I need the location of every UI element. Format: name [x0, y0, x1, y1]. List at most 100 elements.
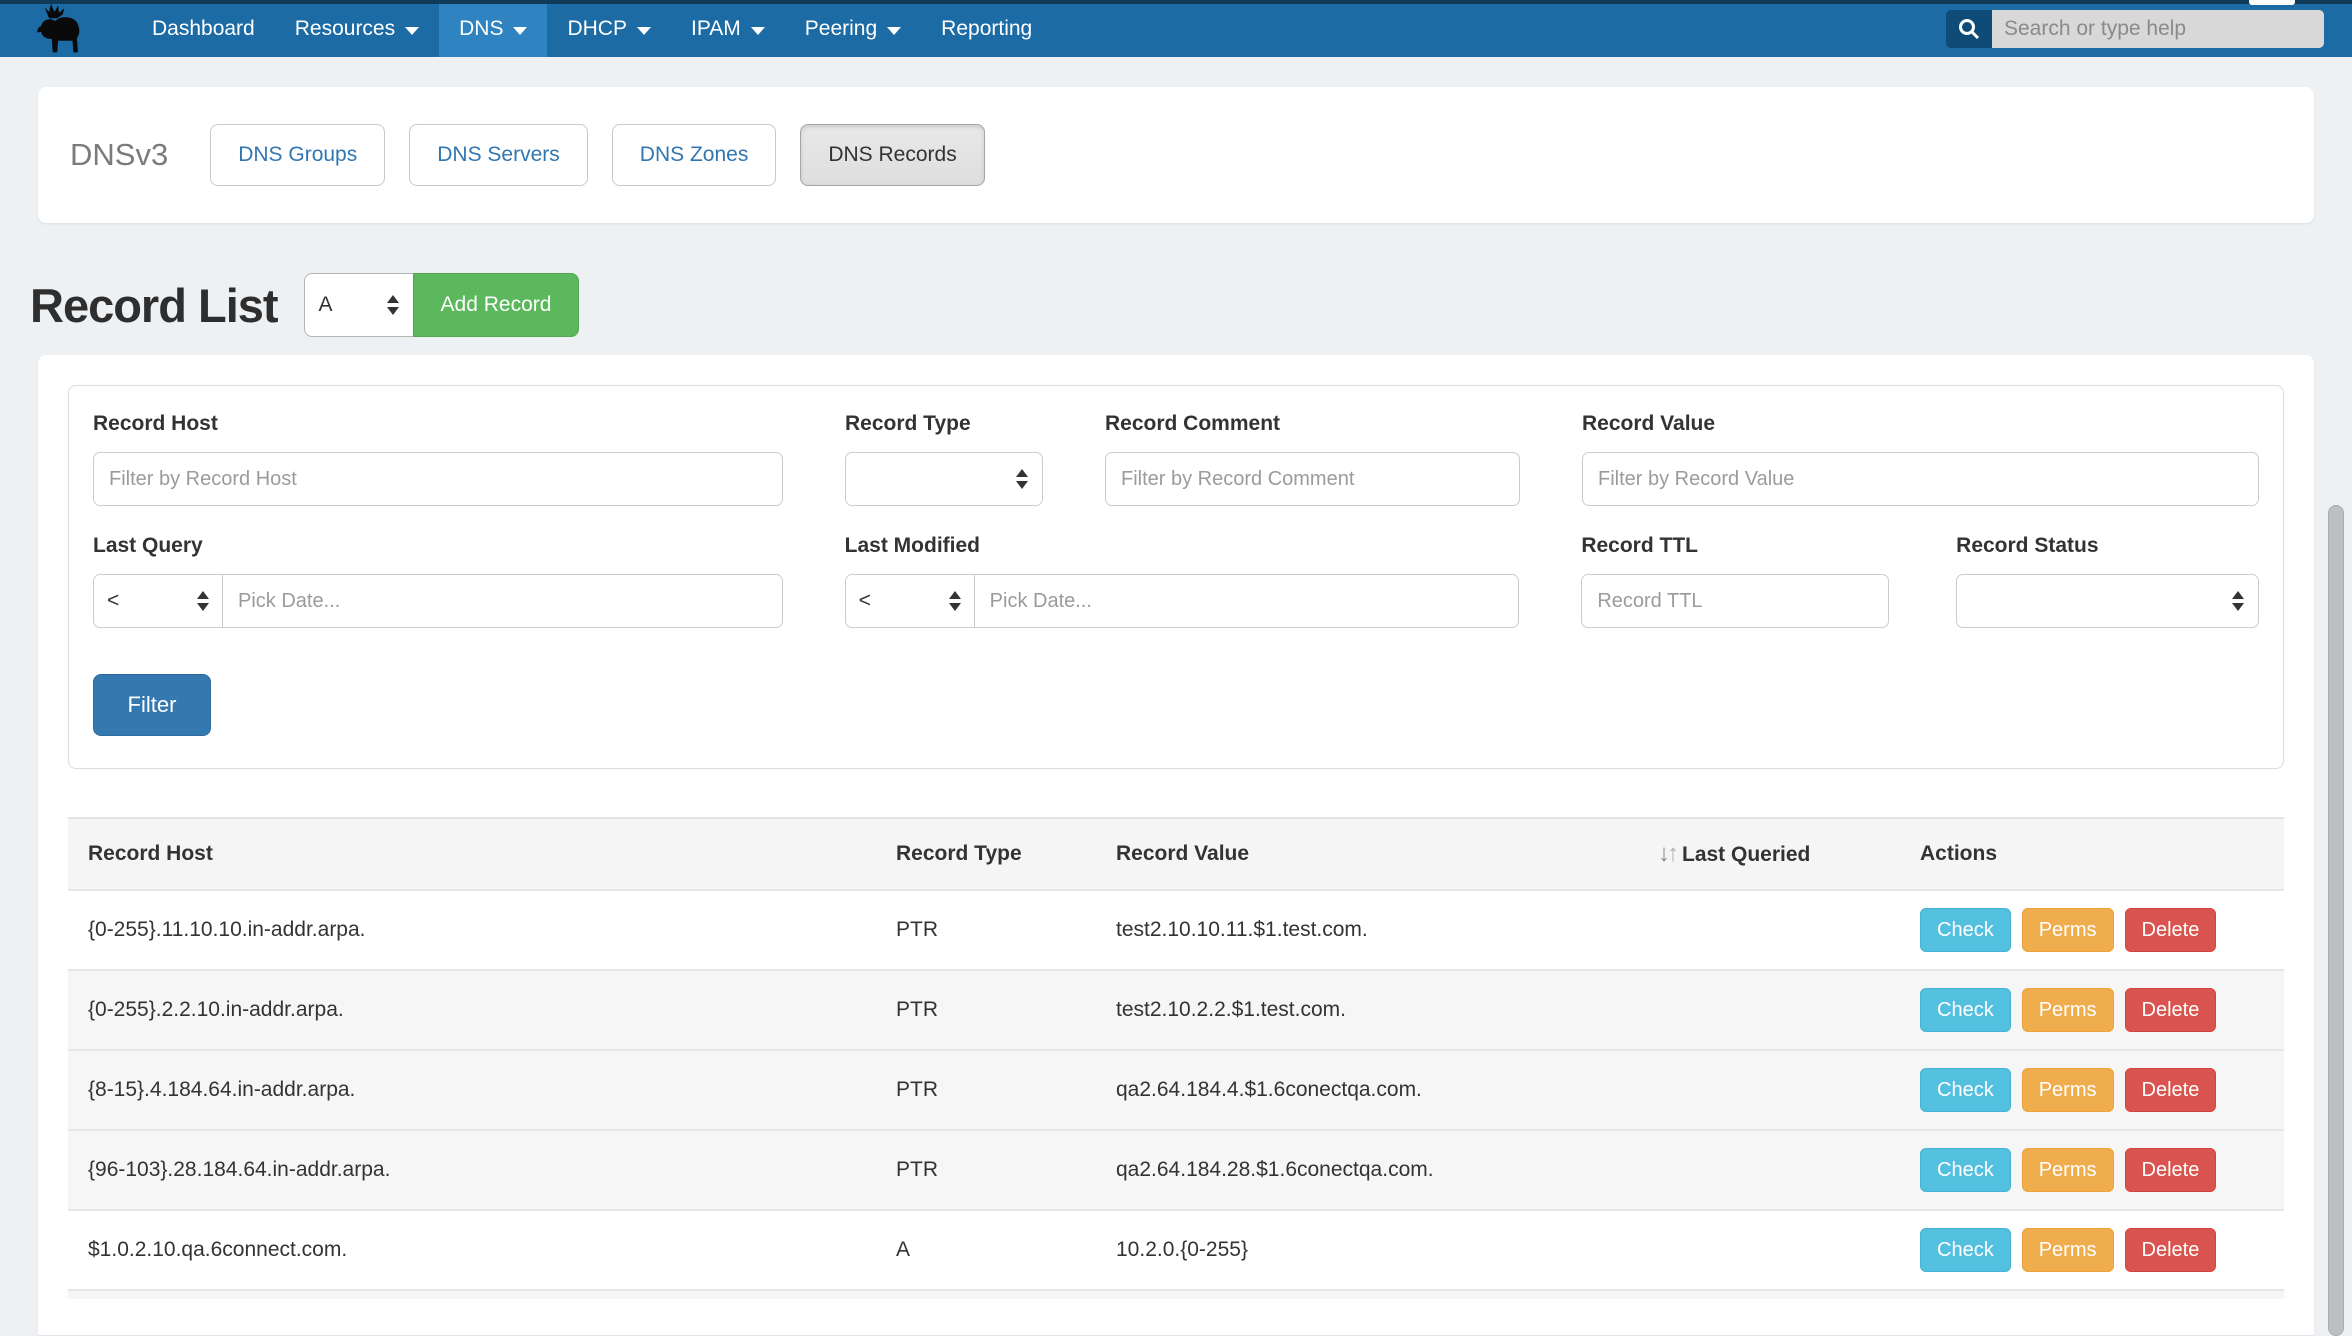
row-actions: Check Perms Delete — [1920, 891, 2284, 969]
table-row: $1.0.2.10.qa.6connect.com. A 10.2.0.{0-2… — [68, 1210, 2284, 1291]
row-actions: Check Perms Delete — [1920, 1051, 2284, 1129]
last-modified-label: Last Modified — [844, 534, 980, 557]
select-spinner-icon — [2232, 591, 2244, 611]
tab-dns-zones[interactable]: DNS Zones — [611, 124, 777, 186]
cell-last-queried — [1638, 890, 1900, 971]
cell-record-host: $1.0.2.10.qa.6connect.com. — [68, 1210, 876, 1291]
tab-dns-servers[interactable]: DNS Servers — [409, 124, 588, 186]
nav-item-label: Dashboard — [152, 16, 255, 40]
cell-record-type: PTR — [876, 970, 1096, 1051]
nav-item-ipam[interactable]: IPAM — [671, 0, 785, 57]
filter-submit-button[interactable]: Filter — [93, 674, 211, 736]
delete-button[interactable]: Delete — [2124, 1228, 2217, 1272]
cell-record-type: PTR — [876, 1130, 1096, 1211]
chevron-down-icon — [513, 26, 528, 35]
record-comment-filter-input[interactable] — [1105, 452, 1520, 506]
col-header-record-value: Record Value — [1096, 817, 1638, 891]
record-status-label: Record Status — [1956, 534, 2099, 557]
nav-item-resources[interactable]: Resources — [275, 0, 439, 57]
moose-logo-icon[interactable] — [26, 2, 92, 56]
select-spinner-icon — [948, 591, 961, 611]
last-query-date-input[interactable] — [222, 574, 783, 628]
nav-item-dhcp[interactable]: DHCP — [547, 0, 671, 57]
record-host-filter-input[interactable] — [93, 452, 783, 506]
row-actions: Check Perms Delete — [1920, 1131, 2284, 1209]
check-button[interactable]: Check — [1920, 1068, 2011, 1112]
row-actions: Check Perms Delete — [1920, 1211, 2284, 1289]
tab-dns-groups[interactable]: DNS Groups — [210, 124, 386, 186]
table-row: {0-255}.2.2.10.in-addr.arpa. PTR test2.1… — [68, 970, 2284, 1051]
nav-item-reporting[interactable]: Reporting — [921, 0, 1052, 57]
col-header-last-queried[interactable]: ↓↑ Last Queried — [1638, 817, 1900, 891]
filter-card: Record Host Record Type Record Comment R… — [68, 385, 2284, 769]
dnsv3-subnav-card: DNSv3 DNS Groups DNS Servers DNS Zones D… — [38, 87, 2314, 223]
records-table: Record Host Record Type Record Value ↓↑ L… — [68, 817, 2284, 1291]
cell-last-queried — [1638, 1130, 1900, 1211]
delete-button[interactable]: Delete — [2124, 988, 2217, 1032]
record-comment-label: Record Comment — [1105, 412, 1281, 435]
global-search — [1946, 9, 2324, 48]
check-button[interactable]: Check — [1920, 908, 2011, 952]
last-modified-date-input[interactable] — [973, 574, 1520, 628]
delete-button[interactable]: Delete — [2124, 908, 2217, 952]
perms-button[interactable]: Perms — [2021, 908, 2114, 952]
nav-item-label: Reporting — [941, 16, 1033, 40]
subnav-title: DNSv3 — [70, 137, 169, 172]
chevron-down-icon — [636, 26, 651, 35]
add-record-button[interactable]: Add Record — [412, 273, 580, 337]
page-title: Record List — [30, 278, 279, 332]
cell-record-value: qa2.64.184.4.$1.6conectqa.com. — [1096, 1050, 1638, 1131]
perms-button[interactable]: Perms — [2021, 1228, 2114, 1272]
last-modified-operator-value: < — [858, 589, 871, 612]
top-dark-strip — [0, 0, 2352, 4]
perms-button[interactable]: Perms — [2021, 1068, 2114, 1112]
check-button[interactable]: Check — [1920, 1148, 2011, 1192]
sort-updown-icon[interactable]: ↓↑ — [1658, 840, 1679, 867]
perms-button[interactable]: Perms — [2021, 988, 2114, 1032]
cell-record-host: {0-255}.11.10.10.in-addr.arpa. — [68, 890, 876, 971]
col-header-record-type: Record Type — [876, 817, 1096, 891]
table-header-row: Record Host Record Type Record Value ↓↑ L… — [68, 817, 2284, 891]
record-type-select[interactable]: A — [303, 273, 414, 337]
select-spinner-icon — [386, 295, 399, 315]
subnav-tabs: DNS Groups DNS Servers DNS Zones DNS Rec… — [210, 124, 985, 186]
search-input[interactable] — [1992, 9, 2324, 48]
nav-item-label: Peering — [804, 16, 878, 40]
cell-record-type: A — [876, 1210, 1096, 1291]
check-button[interactable]: Check — [1920, 988, 2011, 1032]
vertical-scrollbar-thumb[interactable] — [2328, 505, 2344, 1336]
last-query-operator-value: < — [107, 589, 120, 612]
cell-record-value: qa2.64.184.28.$1.6conectqa.com. — [1096, 1130, 1638, 1211]
top-right-notch — [2249, 0, 2295, 5]
chevron-down-icon — [887, 26, 902, 35]
cell-last-queried — [1638, 1210, 1900, 1291]
cell-record-value: 10.2.0.{0-255} — [1096, 1210, 1638, 1291]
perms-button[interactable]: Perms — [2021, 1148, 2114, 1192]
record-list-bar: Record List A Add Record — [30, 273, 2314, 337]
cell-last-queried — [1638, 1050, 1900, 1131]
check-button[interactable]: Check — [1920, 1228, 2011, 1272]
last-modified-operator-select[interactable]: < — [844, 574, 975, 628]
top-navbar: Dashboard Resources DNS DHCP IPAM Peerin… — [0, 0, 2352, 57]
cell-record-host: {96-103}.28.184.64.in-addr.arpa. — [68, 1130, 876, 1211]
last-query-operator-select[interactable]: < — [93, 574, 223, 628]
nav-item-peering[interactable]: Peering — [785, 0, 921, 57]
cell-record-host: {8-15}.4.184.64.in-addr.arpa. — [68, 1050, 876, 1131]
chevron-down-icon — [405, 26, 420, 35]
nav-item-dashboard[interactable]: Dashboard — [132, 0, 275, 57]
record-status-filter-select[interactable] — [1956, 574, 2259, 628]
record-host-label: Record Host — [93, 412, 218, 435]
nav-item-dns[interactable]: DNS — [439, 0, 548, 57]
delete-button[interactable]: Delete — [2124, 1068, 2217, 1112]
col-header-actions: Actions — [1900, 817, 2284, 891]
delete-button[interactable]: Delete — [2124, 1148, 2217, 1192]
records-tbody: {0-255}.11.10.10.in-addr.arpa. PTR test2… — [68, 890, 2284, 1291]
cell-record-host: {0-255}.2.2.10.in-addr.arpa. — [68, 970, 876, 1051]
record-value-filter-input[interactable] — [1582, 452, 2259, 506]
tab-dns-records[interactable]: DNS Records — [800, 124, 985, 186]
row-actions: Check Perms Delete — [1920, 971, 2284, 1049]
search-icon[interactable] — [1946, 9, 1992, 48]
nav-item-label: Resources — [294, 16, 396, 40]
record-ttl-filter-input[interactable] — [1581, 574, 1890, 628]
record-type-filter-select[interactable] — [845, 452, 1043, 506]
